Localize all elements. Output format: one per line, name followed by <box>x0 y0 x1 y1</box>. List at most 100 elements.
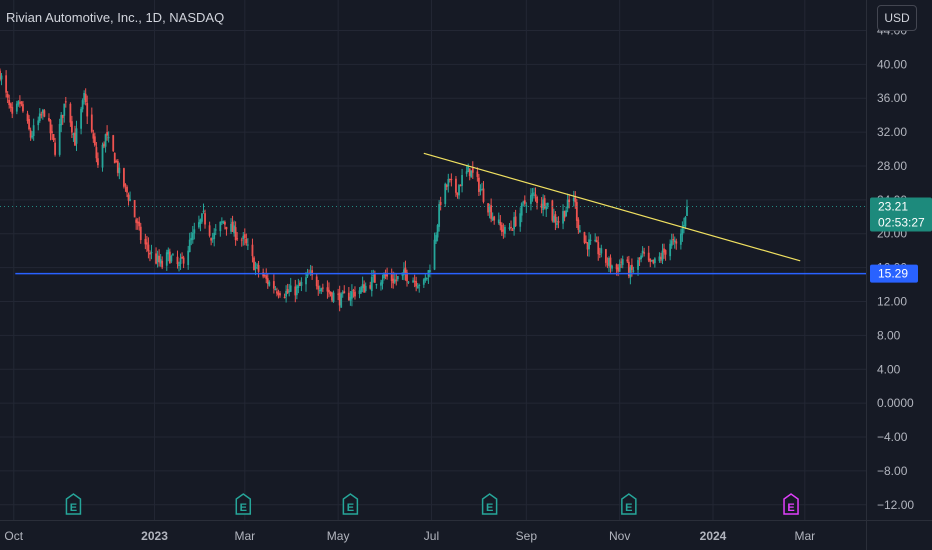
candle-body <box>201 213 203 222</box>
candle-body <box>266 278 269 285</box>
candle-body <box>556 223 558 225</box>
candle-body <box>193 229 196 234</box>
candle-body <box>97 158 99 166</box>
candle-body <box>575 202 578 221</box>
earnings-label: E <box>240 502 247 514</box>
candle-body <box>415 281 418 287</box>
candle-body <box>167 249 170 255</box>
candle-body <box>606 263 609 265</box>
candle-body <box>8 99 11 106</box>
y-tick-label: 0.0000 <box>877 396 914 410</box>
candle-body <box>604 249 607 263</box>
candle-body <box>641 250 644 254</box>
candle-body <box>554 214 557 223</box>
candle-body <box>318 290 321 292</box>
last-price-label-bg <box>870 197 932 232</box>
earnings-marker[interactable]: E <box>481 493 498 515</box>
candle-body <box>542 199 545 210</box>
candle-body <box>161 260 164 268</box>
candle-body <box>416 286 419 289</box>
candle-body <box>116 160 119 173</box>
candle-body <box>51 131 53 133</box>
candle-body <box>588 239 590 250</box>
candle-body <box>338 292 341 306</box>
candle-body <box>572 198 575 202</box>
candle-body <box>663 248 665 253</box>
trendline[interactable] <box>423 152 801 262</box>
candle-body <box>236 238 239 240</box>
candle-body <box>274 289 277 291</box>
candle-body <box>289 285 292 292</box>
x-tick-label: Mar <box>234 529 255 543</box>
candle-body <box>609 257 612 268</box>
candle-body <box>380 282 382 286</box>
candle-body <box>305 277 307 285</box>
candle-body <box>465 171 468 174</box>
candle-body <box>72 133 75 135</box>
earnings-label: E <box>625 502 632 514</box>
earnings-icon <box>481 493 498 515</box>
earnings-marker[interactable]: E <box>235 493 252 515</box>
candle-body <box>9 103 12 108</box>
candle-body <box>61 114 64 118</box>
candle-body <box>213 232 216 239</box>
candle-body <box>386 274 388 277</box>
candle-body <box>540 203 543 208</box>
candle-body <box>563 210 566 218</box>
candle-body <box>448 178 451 180</box>
candle-body <box>343 291 346 294</box>
candle-body <box>246 244 249 246</box>
candle-body <box>126 186 128 193</box>
earnings-icon <box>621 493 637 515</box>
earnings-icon <box>65 493 82 515</box>
candle-body <box>392 278 395 284</box>
candle-body <box>589 239 592 241</box>
candle-body <box>188 239 191 252</box>
candle-body <box>412 280 415 283</box>
candle-body <box>615 264 618 270</box>
candle-body <box>566 199 569 209</box>
candle-body <box>511 229 514 231</box>
y-tick-label: 40.00 <box>877 57 907 71</box>
earnings-marker[interactable]: E <box>65 493 82 515</box>
candle-body <box>531 193 534 196</box>
candle-body <box>230 223 232 232</box>
candle-body <box>523 200 526 204</box>
candle-body <box>459 185 462 187</box>
candle-body <box>17 101 20 105</box>
candle-body <box>364 285 367 291</box>
candle-body <box>424 277 427 281</box>
candle-body <box>199 219 202 224</box>
candle-body <box>352 290 355 292</box>
earnings-marker[interactable]: E <box>783 493 799 515</box>
candle-body <box>649 258 652 262</box>
y-tick-label: −4.00 <box>877 430 908 444</box>
candle-body <box>620 261 623 263</box>
candle-body <box>277 292 280 295</box>
candle-body <box>578 230 581 233</box>
candle-body <box>32 125 35 137</box>
candle-body <box>92 133 95 139</box>
currency-button[interactable]: USD <box>877 5 917 31</box>
earnings-marker[interactable]: E <box>342 493 359 515</box>
candle-body <box>106 132 109 136</box>
candle-body <box>139 226 142 241</box>
candle-body <box>679 233 682 245</box>
candle-body <box>658 256 661 261</box>
candle-body <box>81 100 84 110</box>
candle-body <box>650 260 653 262</box>
x-tick-label: May <box>327 529 350 543</box>
candle-body <box>595 240 598 243</box>
earnings-marker[interactable]: E <box>621 493 637 515</box>
candle-body <box>660 257 662 260</box>
candle-body <box>124 184 127 186</box>
candle-body <box>653 258 656 264</box>
candle-body <box>661 250 664 261</box>
candle-body <box>611 265 613 269</box>
y-tick-label: 32.00 <box>877 125 907 139</box>
candle-body <box>58 124 61 155</box>
candle-body <box>135 219 138 223</box>
x-tick-label: Jul <box>424 529 439 543</box>
candle-body <box>18 102 21 104</box>
